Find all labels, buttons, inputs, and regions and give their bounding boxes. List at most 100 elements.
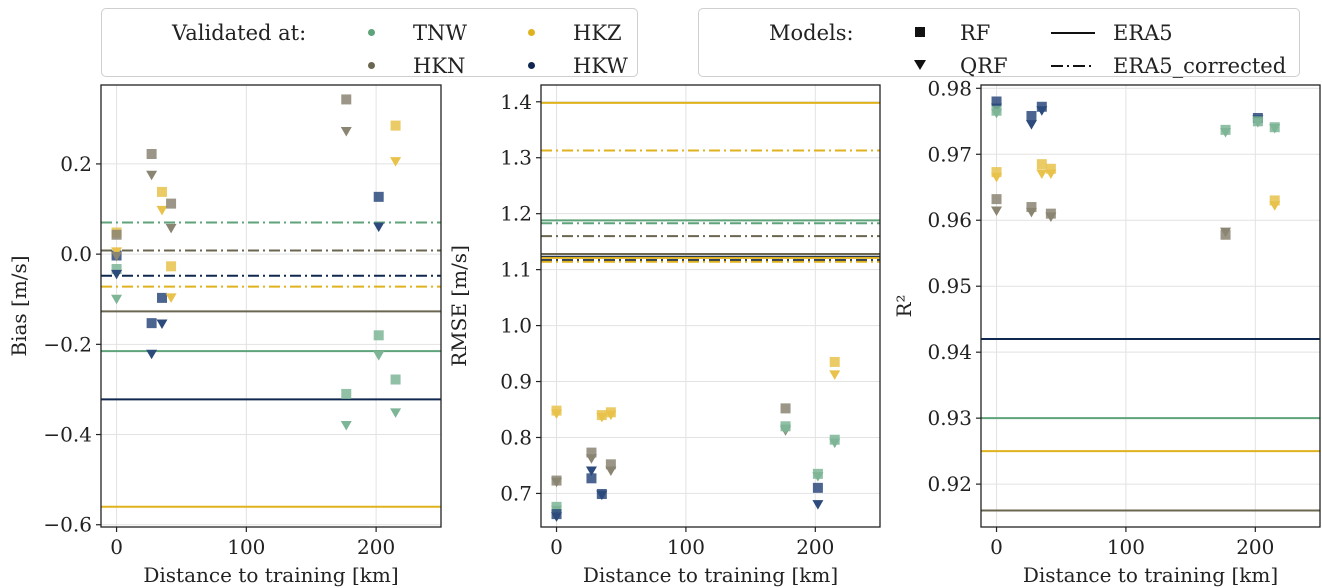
bias-point-tnw-qrf (390, 408, 402, 418)
bias-point-hkz-qrf (165, 293, 177, 303)
r2-panel: 0 100 200 0.92 0.93 0.94 0.95 0.96 0.97 0.98 Dista… (892, 76, 1321, 587)
legend-era5-label: ERA5 (1113, 21, 1173, 45)
rmse-point-hkn-qrf (585, 454, 597, 464)
bias-ytick-label: 0.0 (60, 242, 92, 266)
rmse-point-tnw-qrf (780, 424, 792, 435)
r2-point-hkz-rf (1269, 195, 1280, 206)
r2-xtick-label: 0 (990, 535, 1003, 559)
rmse-ylabel: RMSE [m/s] (447, 245, 471, 367)
rmse-xlabel: Distance to training [km] (583, 563, 838, 587)
r2-point-hkz-rf (1045, 163, 1056, 174)
bias-point-hkw-rf (146, 318, 157, 329)
bias-point-hkw-rf (373, 191, 384, 202)
rmse-point-hkw-qrf (551, 512, 563, 522)
r2-point-hkn-qrf (1025, 207, 1037, 218)
bias-ytick-label: −0.2 (43, 332, 92, 356)
bias-point-hkn-rf (146, 149, 157, 160)
legend-validated: Validated at: TNW HKZ HKN HKW (101, 8, 638, 78)
legend-dashdot-line-icon (1051, 65, 1095, 67)
legend-tnw-label: TNW (413, 21, 467, 45)
rmse-point-hkw-rf (586, 473, 597, 484)
bias-point-tnw-rf (390, 374, 401, 385)
r2-ytick-label: 0.92 (927, 472, 972, 496)
r2-point-hkn-qrf (1045, 212, 1057, 222)
rmse-xtick-label: 0 (550, 535, 563, 559)
legend-solid-line-icon (1051, 32, 1095, 34)
bias-point-hkn-qrf (340, 126, 352, 137)
bias-ytick-label: 0.2 (60, 152, 92, 176)
bias-ytick-label: −0.4 (43, 423, 92, 447)
bias-point-hkw-qrf (111, 269, 123, 280)
bias-xtick-label: 100 (227, 535, 265, 559)
r2-point-tnw-qrf (991, 108, 1003, 119)
r2-xtick-label: 200 (1236, 535, 1274, 559)
legend-tnw-dot-icon (368, 29, 375, 36)
rmse-panel: 0 100 200 0.7 0.8 0.9 1.0 1.1 1.2 1.3 1.4 Distance … (447, 84, 881, 587)
r2-ytick-label: 0.96 (927, 208, 972, 232)
r2-point-tnw-qrf (1252, 118, 1264, 128)
bias-point-tnw-rf (341, 388, 352, 399)
rmse-ytick-label: 1.1 (500, 258, 532, 282)
bias-xtick-label: 0 (110, 535, 123, 559)
bias-xtick-label: 200 (357, 535, 395, 559)
r2-point-hkw-qrf (1036, 106, 1048, 116)
legend-hkw-dot-icon (528, 62, 535, 69)
rmse-point-hkw-qrf (812, 500, 824, 510)
bias-point-hkz-rf (156, 186, 167, 197)
rmse-ytick-label: 1.3 (500, 146, 532, 170)
bias-point-hkz-rf (166, 261, 177, 272)
r2-point-hkn-rf (1026, 202, 1037, 213)
legend-models-title: Models: (769, 21, 854, 45)
bias-point-hkw-qrf (156, 319, 168, 330)
bias-point-hkz-qrf (156, 205, 168, 216)
rmse-ytick-label: 1.4 (500, 90, 532, 114)
rmse-point-hkn-rf (586, 447, 597, 458)
bias-point-tnw-rf (111, 264, 122, 275)
rmse-point-tnw-qrf (829, 438, 841, 449)
r2-ytick-label: 0.95 (927, 274, 972, 298)
r2-point-hkn-rf (991, 194, 1002, 205)
legend-rf-label: RF (960, 21, 991, 45)
bias-point-tnw-qrf (373, 351, 385, 361)
bias-point-hkz-rf (390, 120, 401, 131)
bias-point-tnw-qrf (111, 294, 123, 305)
legend-models: Models: RF QRF ERA5 ERA5_corrected (698, 8, 1300, 78)
bias-point-hkn-qrf (165, 223, 177, 234)
rmse-point-hkz-qrf (829, 370, 841, 380)
legend-hkn-dot-icon (368, 62, 375, 69)
bias-point-hkn-qrf (146, 170, 158, 181)
r2-point-tnw-qrf (1220, 127, 1232, 138)
rmse-point-hkz-qrf (596, 412, 608, 423)
rmse-point-hkz-qrf (551, 409, 563, 419)
r2-point-hkz-qrf (991, 172, 1003, 183)
r2-axes-frame (980, 84, 1321, 528)
bias-point-hkw-rf (156, 292, 167, 303)
r2-point-hkz-rf (991, 167, 1002, 178)
r2-ytick-label: 0.98 (927, 76, 972, 100)
bias-point-tnw-qrf (340, 421, 352, 431)
rmse-point-hkn-qrf (605, 466, 617, 477)
rmse-ytick-label: 0.8 (500, 425, 532, 449)
rmse-ytick-label: 1.0 (500, 314, 532, 338)
rmse-ytick-label: 1.2 (500, 202, 532, 226)
legend-rf-square-icon (915, 27, 925, 37)
bias-point-hkn-rf (166, 198, 177, 209)
rmse-point-hkn-rf (605, 459, 616, 470)
bias-point-hkw-qrf (146, 349, 158, 360)
r2-point-hkn-qrf (991, 206, 1003, 217)
rmse-point-hkn-qrf (551, 477, 563, 488)
rmse-point-hkz-qrf (605, 410, 617, 421)
bias-point-hkn-qrf (111, 251, 123, 262)
legend-hkn-label: HKN (413, 54, 466, 78)
r2-point-hkz-rf (1036, 159, 1047, 170)
rmse-point-hkz-rf (829, 356, 840, 367)
r2-point-hkw-rf (991, 96, 1002, 107)
bias-point-hkz-qrf (390, 157, 402, 167)
legend-qrf-label: QRF (960, 54, 1008, 78)
bias-point-hkn-rf (341, 94, 352, 105)
legend-hkz-label: HKZ (573, 21, 622, 45)
bias-panel: 0 100 200 −0.6 −0.4 −0.2 0.0 0.2 Distance to tra… (7, 84, 442, 587)
r2-ytick-label: 0.97 (927, 142, 972, 166)
rmse-ytick-label: 0.9 (500, 370, 532, 394)
